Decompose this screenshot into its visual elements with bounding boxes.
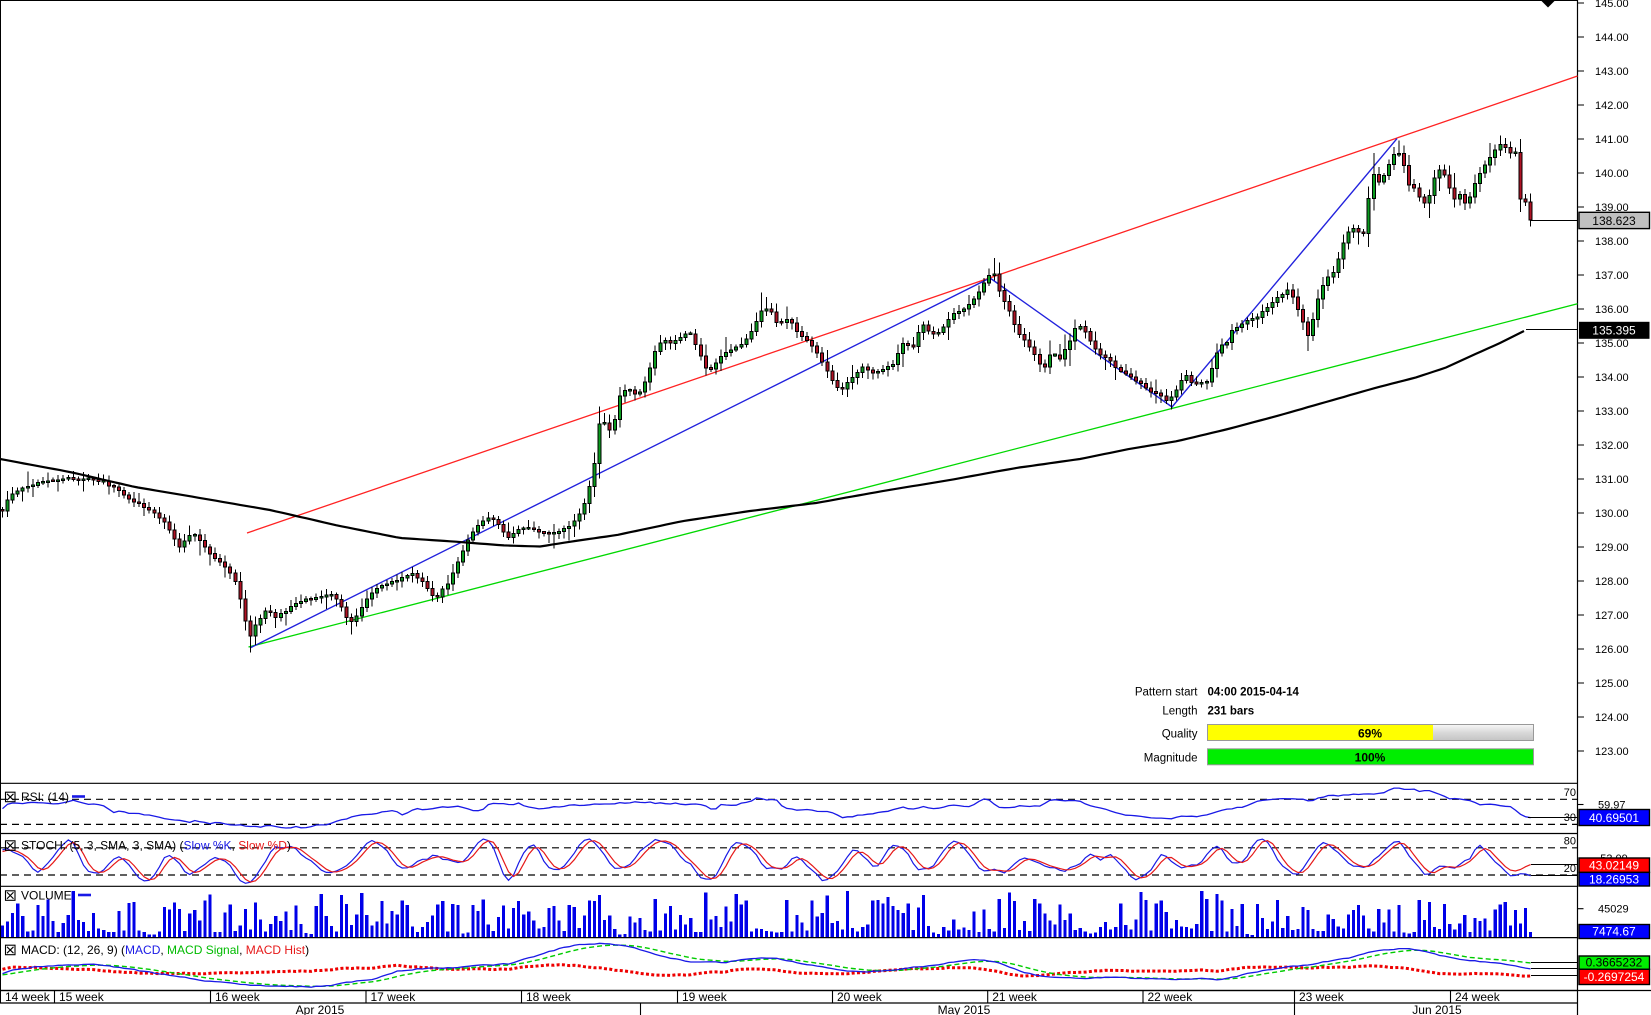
svg-text:140.00: 140.00 [1595, 168, 1629, 180]
svg-text:123.00: 123.00 [1595, 746, 1629, 758]
svg-text:134.00: 134.00 [1595, 372, 1629, 384]
svg-text:231 bars: 231 bars [1208, 706, 1255, 718]
svg-text:14 week: 14 week [5, 990, 51, 1004]
svg-text:80: 80 [1564, 836, 1576, 848]
svg-text:138.623: 138.623 [1592, 214, 1636, 228]
svg-text:May 2015: May 2015 [938, 1003, 991, 1015]
svg-text:128.00: 128.00 [1595, 576, 1629, 588]
svg-text:04:00 2015-04-14: 04:00 2015-04-14 [1208, 687, 1300, 699]
svg-text:Length: Length [1162, 706, 1197, 718]
svg-text:19 week: 19 week [682, 990, 728, 1004]
svg-text:135.00: 135.00 [1595, 338, 1629, 350]
svg-text:20 week: 20 week [837, 990, 883, 1004]
svg-text:STOCH: (5, 3, SMA, 3, SMA) (Sl: STOCH: (5, 3, SMA, 3, SMA) (Slow %K, Slo… [21, 839, 291, 853]
svg-text:138.00: 138.00 [1595, 236, 1629, 248]
svg-text:70: 70 [1564, 787, 1576, 799]
svg-text:Apr 2015: Apr 2015 [296, 1003, 345, 1015]
svg-text:145.00: 145.00 [1595, 0, 1629, 10]
svg-text:139.00: 139.00 [1595, 202, 1629, 214]
svg-text:129.00: 129.00 [1595, 542, 1629, 554]
svg-text:24 week: 24 week [1455, 990, 1501, 1004]
svg-text:Magnitude: Magnitude [1144, 753, 1198, 765]
svg-text:40.69501: 40.69501 [1589, 811, 1639, 825]
svg-text:126.00: 126.00 [1595, 644, 1629, 656]
svg-text:125.00: 125.00 [1595, 678, 1629, 690]
svg-text:100%: 100% [1355, 751, 1386, 765]
svg-text:45029: 45029 [1598, 904, 1629, 916]
svg-text:16 week: 16 week [215, 990, 261, 1004]
svg-text:59.97: 59.97 [1598, 799, 1626, 811]
svg-text:Quality: Quality [1162, 729, 1198, 741]
svg-text:132.00: 132.00 [1595, 440, 1629, 452]
svg-text:18 week: 18 week [526, 990, 572, 1004]
svg-text:18.26953: 18.26953 [1589, 872, 1639, 886]
svg-text:30: 30 [1564, 812, 1576, 824]
svg-text:17 week: 17 week [371, 990, 417, 1004]
svg-text:141.00: 141.00 [1595, 134, 1629, 146]
svg-text:Jun 2015: Jun 2015 [1412, 1003, 1462, 1015]
svg-text:124.00: 124.00 [1595, 712, 1629, 724]
svg-text:130.00: 130.00 [1595, 508, 1629, 520]
svg-text:15 week: 15 week [59, 990, 105, 1004]
svg-text:137.00: 137.00 [1595, 270, 1629, 282]
svg-text:MACD: (12, 26, 9) (MACD, MACD: MACD: (12, 26, 9) (MACD, MACD Signal, MA… [21, 943, 309, 957]
svg-text:7474.67: 7474.67 [1592, 924, 1636, 938]
svg-text:144.00: 144.00 [1595, 32, 1629, 44]
svg-text:23 week: 23 week [1299, 990, 1345, 1004]
svg-text:131.00: 131.00 [1595, 474, 1629, 486]
svg-text:127.00: 127.00 [1595, 610, 1629, 622]
svg-text:-0.2697254: -0.2697254 [1584, 970, 1645, 984]
svg-text:135.395: 135.395 [1592, 324, 1636, 338]
svg-text:69%: 69% [1358, 727, 1382, 741]
svg-text:143.00: 143.00 [1595, 66, 1629, 78]
svg-text:0.3665232: 0.3665232 [1586, 956, 1643, 970]
svg-text:Pattern start: Pattern start [1135, 687, 1198, 699]
svg-text:21 week: 21 week [992, 990, 1038, 1004]
svg-text:142.00: 142.00 [1595, 100, 1629, 112]
svg-text:136.00: 136.00 [1595, 304, 1629, 316]
svg-text:20: 20 [1564, 863, 1576, 875]
svg-text:VOLUME: VOLUME [21, 889, 72, 903]
svg-text:133.00: 133.00 [1595, 406, 1629, 418]
svg-text:43.02149: 43.02149 [1589, 858, 1639, 872]
svg-text:22 week: 22 week [1148, 990, 1194, 1004]
svg-text:RSI: (14): RSI: (14) [21, 790, 69, 804]
